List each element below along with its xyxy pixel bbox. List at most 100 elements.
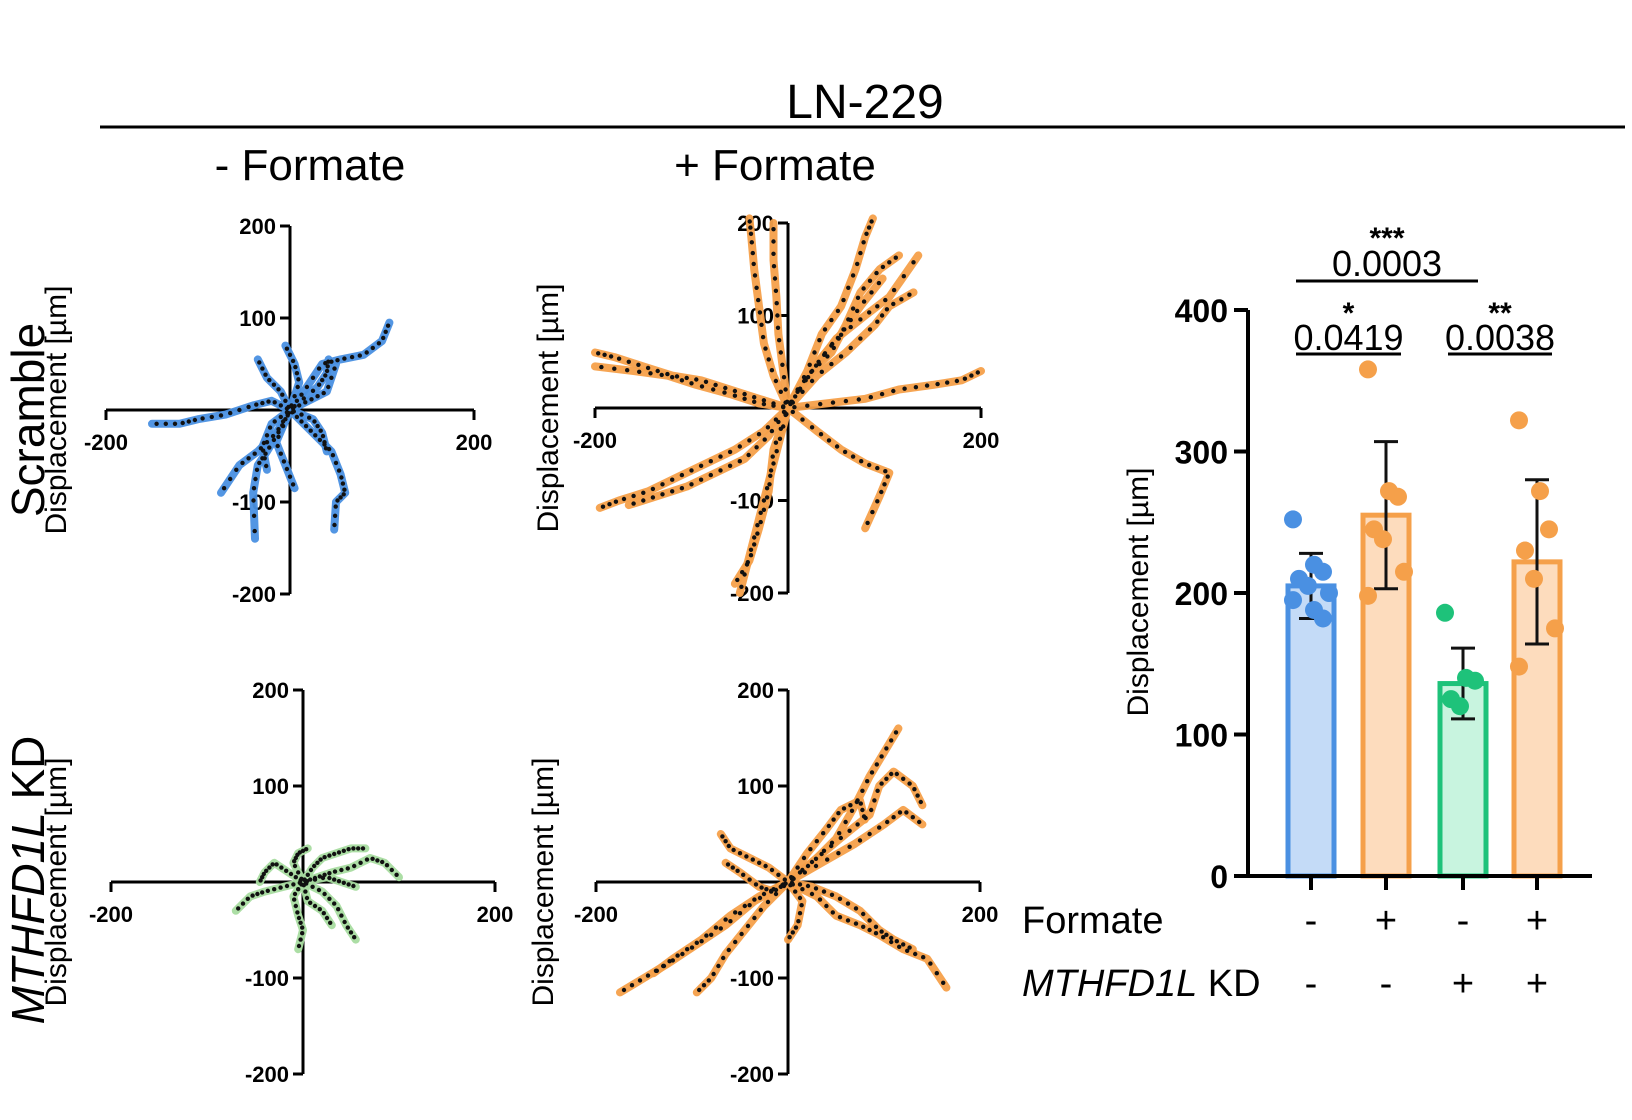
track-point [889,771,894,777]
track-point [795,389,800,394]
track-point [631,493,636,499]
track-point [797,386,803,391]
row-label-scramble: Scramble [2,323,54,517]
track-point [778,426,783,431]
y-tick-label: 200 [252,678,289,703]
track-point [829,843,834,849]
track-point [698,477,704,482]
track-point [346,847,351,852]
track-point [298,937,303,942]
track-point [324,368,330,374]
track-point [237,407,242,413]
y-tick-label: -100 [245,966,289,991]
y-axis-label: Displacement [µm] [40,285,73,534]
data-point [1314,609,1332,628]
significance-stars: ** [1488,297,1512,330]
track-point [349,354,355,360]
track-point [257,360,262,365]
track-point [336,907,341,912]
track-point [228,476,233,482]
track-point [812,350,817,355]
track-point [831,817,836,822]
track-point [296,377,301,382]
track-point [345,866,350,871]
track-point [727,463,733,468]
track-point [732,393,738,398]
track-point [800,417,805,422]
track-point [809,859,815,865]
track-point [790,930,795,935]
track-point [262,456,267,461]
track-point [764,887,769,892]
track-point [689,468,694,473]
track-point [689,381,694,386]
track-point [742,396,747,401]
y-tick-label: 300 [1175,435,1228,471]
track-point [723,385,728,391]
track-point [816,359,821,364]
track-point [752,395,757,400]
track-point [345,925,350,930]
track-point [310,375,316,380]
track-point [383,329,388,334]
track-point [858,801,863,806]
track-point [326,384,331,390]
track-point [254,467,260,472]
track-point [341,848,346,853]
track-point [876,280,882,286]
track-point [305,872,310,877]
track-point [848,803,853,808]
track-point [364,857,370,862]
track-point [761,507,767,512]
track-point [893,730,899,735]
track-point [766,357,771,362]
track-point [774,301,779,306]
track-point [288,871,294,877]
track-point [883,297,888,303]
track-point [291,882,296,887]
track-point [782,877,787,882]
track-point [800,389,805,394]
data-point [1531,482,1549,501]
track-point [284,466,290,472]
track-point [316,887,322,893]
track-point [915,793,920,798]
track-point [284,868,289,873]
track-point [327,853,332,858]
track-point [750,857,755,862]
track-point [809,368,815,374]
track-point [879,313,885,318]
track-point [684,375,689,381]
track-point [659,372,664,378]
track-point [375,858,380,863]
track-point [380,859,385,865]
track-point [891,287,897,293]
track-point [301,396,306,401]
track-point [704,933,709,938]
track-point [928,961,933,966]
track-point [859,459,864,464]
track-point [901,776,906,781]
track-point [328,920,333,925]
track-point [872,798,877,803]
track-point [342,487,347,492]
track-point [607,502,612,507]
track-point [747,903,752,908]
track-point [596,351,601,356]
track-point [394,872,399,877]
track-point [278,885,283,890]
track-point [765,899,771,905]
track-point [894,771,899,777]
track-point [336,879,342,884]
track-line [784,404,894,533]
track-point [737,851,743,856]
track-point [845,918,851,923]
track-point [718,926,723,931]
x-tick-label: -200 [84,430,128,455]
track-point [285,413,290,418]
track-point [713,925,719,930]
track-point [389,867,394,873]
track-point [670,958,675,963]
track-point [272,887,277,892]
track-point [731,847,736,853]
